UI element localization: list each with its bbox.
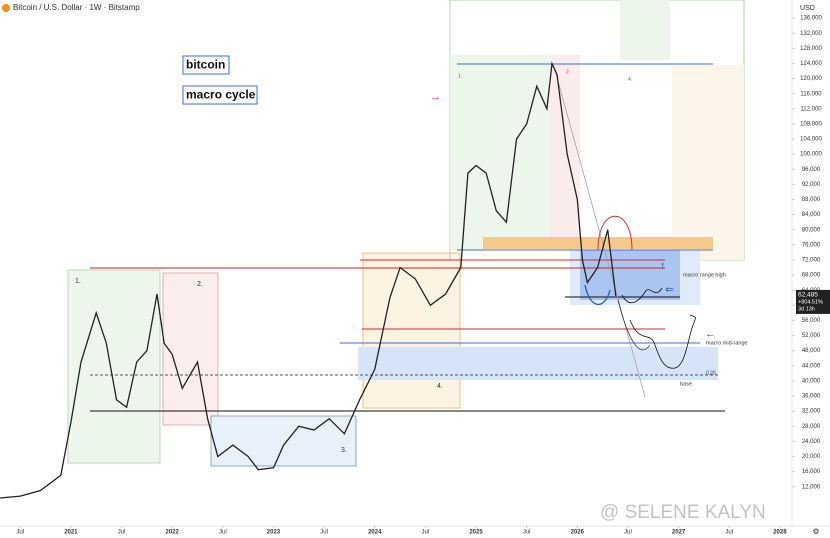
y-tick-label: 84,000 bbox=[802, 212, 821, 218]
y-tick-label: 76,000 bbox=[802, 242, 821, 248]
y-tick-label: 92,000 bbox=[802, 182, 821, 188]
y-tick-label: 116,000 bbox=[800, 91, 822, 97]
y-tick-label: 80,000 bbox=[802, 227, 821, 233]
y-tick-label: 28,000 bbox=[802, 424, 821, 430]
y-tick-label: 136,000 bbox=[800, 16, 822, 22]
y-tick-label: 132,000 bbox=[800, 31, 822, 37]
x-tick-label: Jul bbox=[422, 530, 430, 536]
x-tick-label: 2024 bbox=[368, 530, 382, 536]
last-price: 62,485 bbox=[798, 292, 818, 299]
levels bbox=[90, 63, 725, 412]
x-tick-label: 2023 bbox=[267, 530, 281, 536]
y-tick-label: 104,000 bbox=[800, 137, 822, 143]
annotation: 4. bbox=[437, 383, 443, 390]
last-price-tag bbox=[796, 289, 830, 314]
label-box bbox=[182, 55, 230, 75]
annotation: macro cycle bbox=[186, 88, 256, 102]
y-tick-label: 24,000 bbox=[802, 439, 821, 445]
y-tick-label: 88,000 bbox=[802, 197, 821, 203]
annotation: 1. bbox=[75, 278, 81, 285]
settings-icon[interactable]: ⚙ bbox=[812, 527, 819, 536]
annotation: 1. bbox=[458, 73, 462, 79]
svg-text:→: → bbox=[430, 91, 441, 103]
y-tick-label: 32,000 bbox=[802, 409, 821, 415]
svg-text:⇐: ⇐ bbox=[665, 284, 674, 296]
header: Bitcoin / U.S. Dollar · 1W · Bitstamp bbox=[13, 3, 140, 12]
svg-text:↑: ↑ bbox=[660, 260, 666, 272]
watermark: @ SELENE KALYN bbox=[600, 502, 766, 523]
price-line bbox=[0, 61, 617, 499]
annotation: bitcoin bbox=[186, 58, 225, 72]
y-tick-label: 128,000 bbox=[800, 46, 822, 52]
y-tick-label: 124,000 bbox=[800, 61, 822, 67]
y-tick-label: 36,000 bbox=[802, 394, 821, 400]
x-tick-label: Jul bbox=[523, 530, 531, 536]
y-tick-label: 108,000 bbox=[800, 122, 822, 128]
y-tick-label: 96,000 bbox=[802, 167, 821, 173]
change: +804.51% bbox=[798, 299, 823, 305]
y-tick-label: 52,000 bbox=[802, 333, 821, 339]
annotation: base bbox=[680, 381, 692, 387]
x-tick-label: 2025 bbox=[469, 530, 483, 536]
zones bbox=[67, 0, 745, 467]
x-tick-label: 2027 bbox=[672, 530, 686, 536]
x-tick-label: 2028 bbox=[773, 530, 787, 536]
y-tick-label: 112,000 bbox=[800, 106, 822, 112]
annotation: 4. bbox=[628, 76, 632, 82]
y-tick-label: 20,000 bbox=[802, 454, 821, 460]
annotation: 0.26 bbox=[706, 370, 716, 376]
x-tick-label: Jul bbox=[16, 530, 24, 536]
y-tick-label: 56,000 bbox=[802, 318, 821, 324]
annotation: 3. bbox=[341, 447, 347, 454]
x-tick-label: Jul bbox=[118, 530, 126, 536]
x-tick-label: 2026 bbox=[571, 530, 585, 536]
x-tick-label: Jul bbox=[320, 530, 328, 536]
x-tick-label: Jul bbox=[219, 530, 227, 536]
label-box bbox=[182, 85, 258, 105]
y-tick-label: 40,000 bbox=[802, 378, 821, 384]
annotation: macro range high bbox=[683, 272, 726, 278]
x-tick-label: 2022 bbox=[165, 530, 179, 536]
y-tick-label: 44,000 bbox=[802, 363, 821, 369]
annotation: 2. bbox=[197, 281, 203, 288]
x-tick-label: Jul bbox=[725, 530, 733, 536]
y-tick-label: 68,000 bbox=[802, 273, 821, 279]
y-tick-label: 16,000 bbox=[802, 469, 821, 475]
y-tick-label: 120,000 bbox=[800, 76, 822, 82]
svg-text:←: ← bbox=[705, 328, 716, 340]
arrows: → ⇐ ← ↑ bbox=[430, 91, 716, 340]
x-tick-label: 2021 bbox=[64, 530, 78, 536]
coin-icon bbox=[2, 4, 10, 12]
y-tick-label: 48,000 bbox=[802, 348, 821, 354]
countdown: 3d 13h bbox=[798, 306, 815, 312]
y-tick-label: 12,000 bbox=[802, 484, 821, 490]
currency: USD bbox=[800, 5, 815, 12]
y-tick-label: 100,000 bbox=[800, 152, 822, 158]
annotation: macro mid-range bbox=[706, 340, 748, 346]
x-tick-label: Jul bbox=[624, 530, 632, 536]
annotation: 2. bbox=[566, 69, 570, 75]
y-tick-label: 72,000 bbox=[802, 258, 821, 264]
